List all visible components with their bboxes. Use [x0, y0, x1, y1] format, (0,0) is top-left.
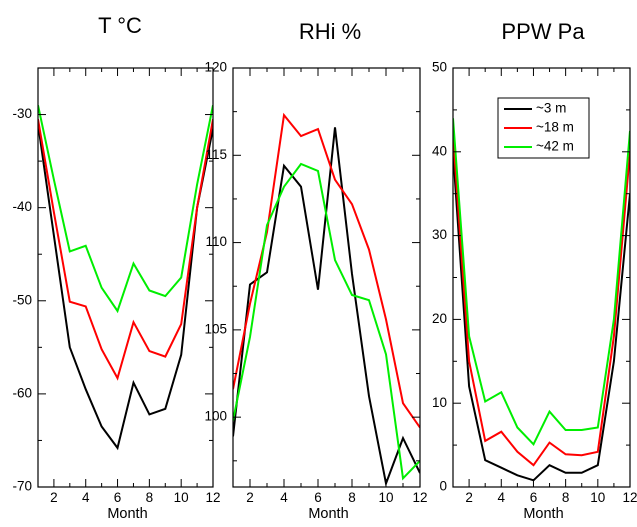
x-tick-label: 12	[205, 490, 220, 505]
y-tick-label: 20	[432, 311, 447, 326]
chart-panel-2: RHi % 2 4 6 8 10 12 100 105 110 115 120 Month	[204, 19, 427, 522]
y-tick-label: 100	[204, 409, 227, 424]
series-line-18mm	[453, 134, 630, 467]
legend-label: ~42 m	[536, 139, 574, 154]
series-line-18mm	[38, 119, 213, 381]
y-tick-label: -30	[12, 106, 32, 121]
y-tick-label: 40	[432, 143, 447, 158]
x-tick-label: 2	[465, 490, 473, 505]
y-tick-label: -50	[12, 292, 32, 307]
x-tick-label: 8	[146, 490, 154, 505]
plot-frame	[37, 67, 214, 488]
x-axis-label: Month	[308, 506, 348, 522]
x-tick-label: 2	[50, 490, 58, 505]
y-tick-label: -70	[12, 479, 32, 494]
plot-frame	[232, 67, 421, 488]
x-tick-label: 12	[412, 490, 427, 505]
y-tick-label: 120	[204, 60, 227, 75]
x-tick-label: 8	[562, 490, 570, 505]
series-line-3mm	[233, 127, 420, 487]
y-tick-label: 10	[432, 395, 447, 410]
legend-label: ~18 m	[536, 120, 574, 135]
x-tick-label: 8	[348, 490, 356, 505]
x-axis-label: Month	[107, 506, 147, 522]
x-tick-label: 4	[498, 490, 506, 505]
x-tick-label: 2	[246, 490, 254, 505]
series-line-42mm	[38, 104, 213, 314]
series-line-42mm	[233, 162, 420, 481]
panel-title: T °C	[98, 13, 142, 38]
y-tick-label: 110	[205, 234, 227, 249]
x-tick-label: 6	[114, 490, 122, 505]
series-line-3mm	[453, 151, 630, 482]
panel-title: RHi %	[299, 19, 361, 44]
chart-panel-1: T °C 2 4 6 8 10 12 -30 -40 -50 -60 -70 Month	[12, 13, 220, 522]
x-tick-label: 12	[622, 490, 637, 505]
x-axis-label: Month	[523, 506, 563, 522]
series-line-42mm	[453, 118, 630, 447]
y-tick-label: 115	[205, 147, 227, 162]
series-line-3mm	[38, 123, 213, 451]
y-tick-label: 30	[432, 227, 447, 242]
x-tick-label: 10	[378, 490, 393, 505]
y-tick-label: -40	[12, 199, 32, 214]
y-tick-label: 50	[432, 60, 447, 75]
panel-title: PPW Pa	[501, 19, 585, 44]
series-line-18mm	[233, 112, 420, 429]
x-tick-label: 10	[590, 490, 605, 505]
legend-label: ~3 m	[536, 101, 566, 116]
y-tick-label: 0	[439, 479, 447, 494]
x-tick-label: 4	[280, 490, 288, 505]
legend: ~3 m ~18 m ~42 m	[497, 97, 590, 159]
x-tick-label: 6	[314, 490, 322, 505]
x-tick-label: 10	[174, 490, 189, 505]
y-tick-label: -60	[12, 385, 32, 400]
x-tick-label: 6	[530, 490, 538, 505]
x-tick-label: 4	[82, 490, 90, 505]
y-tick-label: 105	[204, 321, 227, 336]
